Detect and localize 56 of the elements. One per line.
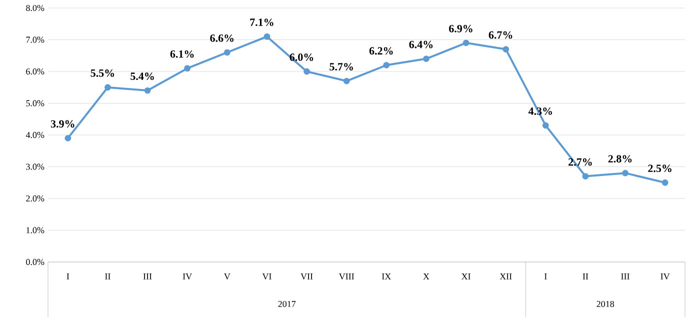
point xyxy=(383,62,390,68)
point xyxy=(304,68,310,75)
point xyxy=(343,78,350,84)
y-tick-label: 5.0% xyxy=(26,100,44,106)
data-label: 6.2% xyxy=(369,47,393,55)
y-tick-label: 7.0% xyxy=(26,36,44,43)
point xyxy=(622,170,628,176)
x-tick-label: XI xyxy=(461,274,470,280)
point xyxy=(542,122,549,129)
x-tick-label: I xyxy=(544,274,547,280)
x-tick-label: XII xyxy=(500,274,512,280)
x-tick-label: I xyxy=(66,274,70,280)
y-tick-label: 1.0% xyxy=(26,227,44,234)
data-label: 5.5% xyxy=(90,69,114,77)
data-label: 5.4% xyxy=(130,72,154,80)
y-tick-label: 3.0% xyxy=(26,164,44,170)
data-label: 2.5% xyxy=(648,164,672,172)
data-label: 6.7% xyxy=(488,31,512,39)
y-tick-label: 8.0% xyxy=(26,4,44,12)
y-tick-label: 4.0% xyxy=(26,132,44,138)
point xyxy=(64,134,72,142)
x-tick-label: VIII xyxy=(338,274,354,280)
data-label: 6.6% xyxy=(210,34,234,42)
x-tick-label: III xyxy=(621,274,630,280)
y-tick-label: 6.0% xyxy=(26,68,44,75)
x-tick-label: X xyxy=(423,274,430,280)
x-tick-label: IX xyxy=(382,274,391,280)
point xyxy=(104,84,111,91)
x-tick-label: II xyxy=(105,274,110,280)
x-tick-label: IV xyxy=(182,274,192,280)
x-tick-label: III xyxy=(143,274,152,280)
point xyxy=(502,46,510,52)
y-tick-label: 0.0% xyxy=(26,258,44,266)
text: 2017 xyxy=(278,300,296,308)
point xyxy=(184,65,191,72)
data-label: 3.9% xyxy=(50,120,74,128)
data-label: 7.1% xyxy=(250,18,274,26)
point xyxy=(224,49,230,56)
data-label: 6.1% xyxy=(170,50,194,58)
x-tick-label: IV xyxy=(660,274,670,280)
point xyxy=(264,33,270,40)
text: 2018 xyxy=(596,300,614,308)
x-tick-label: V xyxy=(224,274,230,280)
data-label: 2.8% xyxy=(608,155,632,163)
point xyxy=(582,173,589,180)
y-tick-label: 2.0% xyxy=(26,195,44,202)
x-tick-label: VI xyxy=(262,274,272,280)
point xyxy=(462,40,470,46)
point xyxy=(144,87,151,94)
data-label: 6.9% xyxy=(449,24,472,32)
x-tick-label: VII xyxy=(300,274,313,280)
x-tick-label: II xyxy=(582,274,588,280)
point xyxy=(662,179,668,186)
data-label: 6.4% xyxy=(409,40,433,48)
point xyxy=(423,56,430,62)
data-label: 5.7% xyxy=(330,63,353,70)
